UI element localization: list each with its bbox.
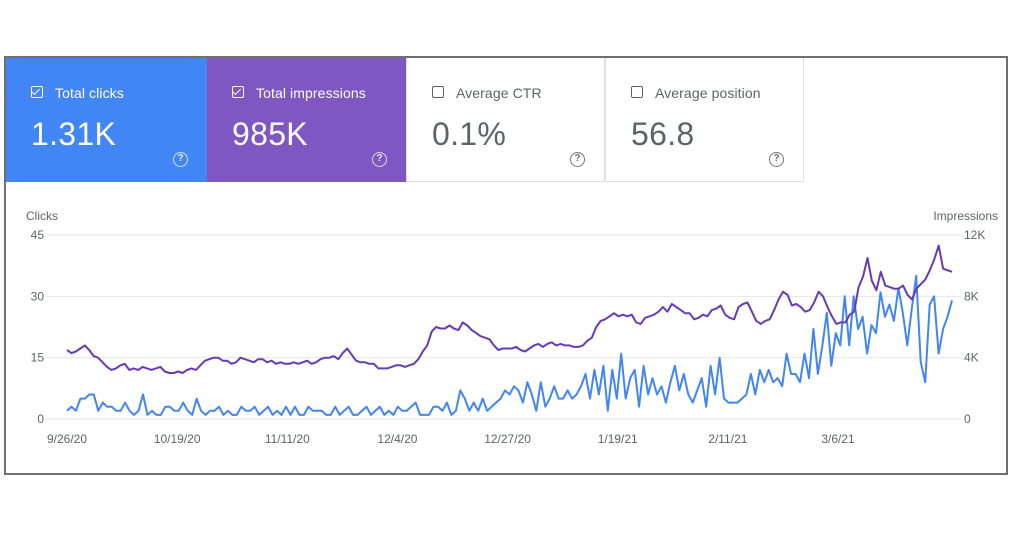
help-icon[interactable]: ?	[570, 152, 585, 167]
performance-panel: Total clicks 1.31K ? Total impressions 9…	[4, 56, 1008, 475]
average-ctr-card[interactable]: Average CTR 0.1% ?	[406, 58, 605, 182]
y-tick-label: 30	[31, 289, 45, 303]
y2-tick-label: 4K	[964, 351, 979, 365]
card-value: 1.31K	[31, 116, 117, 152]
checkbox-checked-icon[interactable]	[31, 86, 43, 98]
card-value: 0.1%	[432, 116, 507, 152]
x-tick-label: 2/11/21	[708, 432, 747, 446]
series-layer	[66, 244, 953, 416]
checkbox-checked-icon[interactable]	[232, 86, 244, 98]
impressions-series-line	[66, 244, 953, 374]
average-position-card[interactable]: Average position 56.8 ?	[605, 58, 804, 182]
performance-chart: Clicks Impressions 0 0 15 4K 30 8K 45 12K 9/26/2…	[26, 209, 998, 446]
help-icon[interactable]: ?	[173, 152, 188, 167]
card-label: Average position	[655, 85, 761, 101]
x-tick-label: 10/19/20	[154, 432, 201, 446]
tick-layer: 0 0 15 4K 30 8K 45 12K 9/26/20 10/19/20 11/11/20 12…	[31, 228, 986, 446]
y2-tick-label: 0	[964, 412, 971, 426]
y-axis-label: Clicks	[26, 209, 58, 223]
x-tick-label: 12/4/20	[377, 432, 417, 446]
y2-tick-label: 8K	[964, 289, 979, 303]
clicks-series-line	[66, 274, 953, 416]
x-tick-label: 12/27/20	[484, 432, 531, 446]
help-icon[interactable]: ?	[372, 152, 387, 167]
help-icon[interactable]: ?	[769, 152, 784, 167]
card-value: 56.8	[631, 116, 695, 152]
card-value: 985K	[232, 116, 308, 152]
card-label: Total clicks	[55, 85, 124, 101]
card-label: Average CTR	[456, 85, 542, 101]
card-label: Total impressions	[256, 85, 366, 101]
x-tick-label: 11/11/20	[265, 432, 310, 446]
x-tick-label: 1/19/21	[598, 432, 638, 446]
x-tick-label: 3/6/21	[821, 432, 855, 446]
y-tick-label: 15	[31, 351, 45, 365]
checkbox-icon[interactable]	[631, 86, 643, 98]
total-impressions-card[interactable]: Total impressions 985K ?	[207, 58, 406, 182]
y2-axis-label: Impressions	[933, 209, 998, 223]
y-tick-label: 45	[31, 228, 45, 242]
x-tick-label: 9/26/20	[47, 432, 87, 446]
y-tick-label: 0	[37, 412, 44, 426]
total-clicks-card[interactable]: Total clicks 1.31K ?	[6, 58, 207, 182]
y2-tick-label: 12K	[964, 228, 985, 242]
checkbox-icon[interactable]	[432, 86, 444, 98]
grid-layer	[46, 234, 961, 420]
